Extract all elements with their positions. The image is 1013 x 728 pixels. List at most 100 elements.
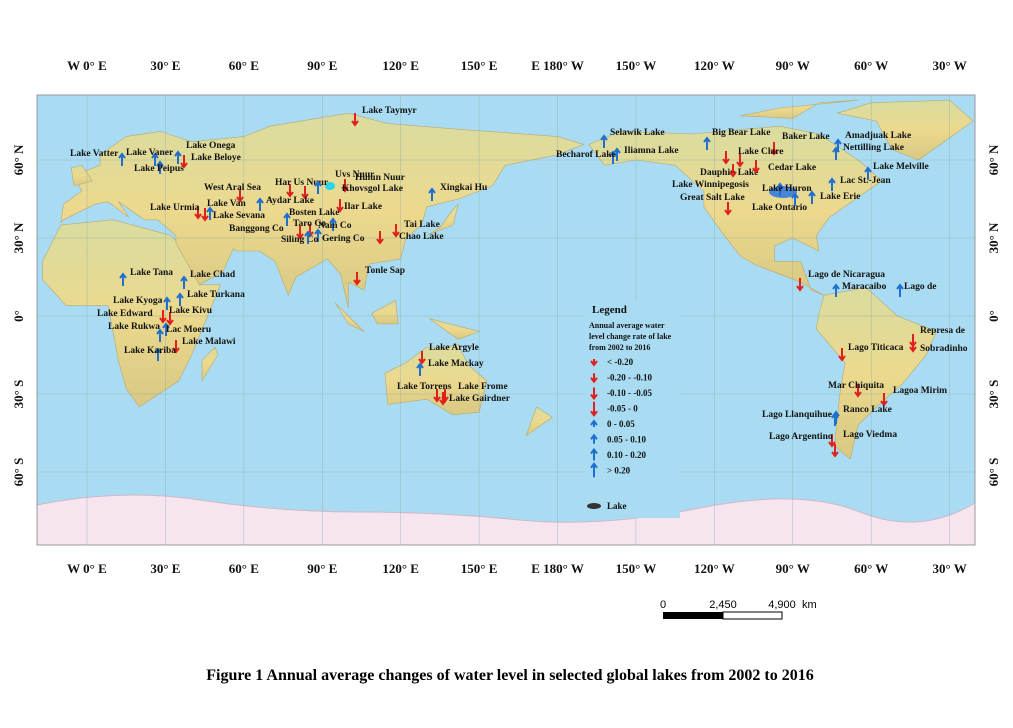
legend-subtitle: level change rate of lake: [589, 332, 672, 341]
lake-label: Xingkai Hu: [440, 183, 488, 193]
lake-shape: [769, 186, 797, 198]
level-arrow: [151, 152, 159, 166]
level-arrow: [156, 160, 164, 174]
level-arrow: [174, 150, 182, 164]
lake-label: Lake Mackay: [428, 359, 484, 369]
lake-shape: [325, 182, 335, 190]
lat-label: 30° N: [986, 222, 1001, 253]
lon-label: 30° E: [150, 561, 180, 576]
level-arrow: [590, 359, 598, 367]
lake-label: Lake Winnipegosis: [672, 180, 749, 190]
level-arrow: [832, 146, 840, 160]
lake-label: Lago Argentino: [769, 432, 833, 442]
level-arrow: [770, 142, 778, 156]
lon-label: 120° W: [694, 561, 735, 576]
lake-label: Sobradinho: [920, 344, 968, 354]
level-arrow: [838, 348, 846, 362]
level-arrow: [156, 328, 164, 342]
lake-label: Khovsgol Lake: [342, 184, 403, 194]
landmass: [371, 299, 399, 325]
lat-label: 30° S: [986, 380, 1001, 409]
level-arrow: [166, 312, 174, 326]
lon-label: 30° W: [933, 561, 967, 576]
lake-label: Lake Peipus: [134, 164, 184, 174]
level-arrow: [828, 177, 836, 191]
lake-label: Chao Lake: [399, 232, 444, 242]
graticule: [36, 94, 976, 546]
legend-class: -0.05 - 0: [607, 404, 638, 414]
lake-label: Taro Co: [293, 219, 326, 229]
lon-label: 60° E: [229, 58, 259, 73]
level-arrow: [752, 160, 760, 174]
scale-label: 0: [660, 599, 666, 611]
level-arrow: [154, 347, 162, 361]
lake-label: Lago de: [904, 282, 936, 292]
lake-label: Lake Vatter: [70, 149, 119, 159]
lake-label: Lake Malawi: [182, 337, 236, 347]
lake-label: Iliamna Lake: [624, 146, 679, 156]
landmass: [429, 318, 481, 340]
level-arrow: [163, 296, 171, 310]
lake-label: Lake Gairdner: [449, 394, 511, 404]
lat-label: 60° N: [11, 144, 26, 175]
lon-label: 120° E: [382, 58, 419, 73]
level-arrow: [341, 179, 349, 193]
legend-lake-icon: [587, 503, 601, 509]
level-arrow: [428, 187, 436, 201]
lake-label: Lake Melville: [873, 162, 929, 172]
lake-label: Lago Titicaca: [848, 343, 904, 353]
legend-class: < -0.20: [607, 357, 634, 367]
level-arrow: [439, 392, 447, 406]
lake-label: Becharof Lake: [556, 150, 616, 160]
level-arrow: [286, 184, 294, 198]
level-arrow: [159, 310, 167, 324]
legend-subtitle: from 2002 to 2016: [589, 343, 650, 352]
lake-label: Lake Tana: [130, 268, 173, 278]
level-arrow: [256, 197, 264, 211]
lake-label: Lake Clare: [738, 147, 783, 157]
lake-label: Lake Van: [207, 199, 247, 209]
level-arrow: [283, 212, 291, 226]
scale-label: 2,450: [709, 599, 737, 611]
lon-label: 150° W: [616, 58, 657, 73]
level-arrow: [304, 230, 312, 244]
legend-class: -0.20 - -0.10: [607, 373, 652, 383]
level-arrow: [590, 433, 598, 444]
level-arrow: [776, 182, 784, 196]
lake-label: Lagoa Mirim: [893, 386, 947, 396]
landmass: [525, 406, 553, 437]
frame: [36, 94, 976, 546]
level-arrow: [722, 151, 730, 165]
level-arrow: [864, 166, 872, 180]
level-arrow: [729, 164, 737, 178]
level-arrow: [832, 283, 840, 297]
lake-label: Lago Viedma: [843, 430, 897, 440]
lon-label: W 0° E: [67, 58, 107, 73]
level-arrow: [329, 217, 337, 231]
lake-label: Ilar Lake: [344, 202, 382, 212]
legend-title: Legend: [592, 304, 627, 316]
lon-label: 150° E: [461, 58, 498, 73]
lake-label: Big Bear Lake: [712, 128, 770, 138]
lake-label: Lac Moeru: [166, 325, 212, 335]
legend-box: [585, 300, 680, 518]
level-arrow: [831, 444, 839, 458]
lake-label: Uvs Nuur: [335, 170, 375, 180]
level-arrow: [600, 134, 608, 148]
legend: Legend Annual average water level change…: [585, 300, 680, 518]
lake-label: Lake Taymyr: [362, 106, 417, 116]
lake-label: Gering Co: [322, 234, 365, 244]
landmass: [426, 203, 459, 236]
lon-label: 90° W: [776, 561, 810, 576]
lon-label: E 180° W: [531, 58, 584, 73]
level-arrow: [162, 322, 170, 336]
lake-label: Cedar Lake: [768, 163, 816, 173]
antarctica: [36, 494, 976, 546]
level-arrow: [236, 189, 244, 203]
legend-class: 0 - 0.05: [607, 419, 635, 429]
lake-label: Great Salt Lake: [680, 193, 745, 203]
scale-bar: 0 2,450 4,900 km: [660, 599, 817, 620]
lake-label: Lake Frome: [458, 382, 508, 392]
lake-label: Selawik Lake: [610, 128, 665, 138]
level-arrow: [336, 199, 344, 213]
